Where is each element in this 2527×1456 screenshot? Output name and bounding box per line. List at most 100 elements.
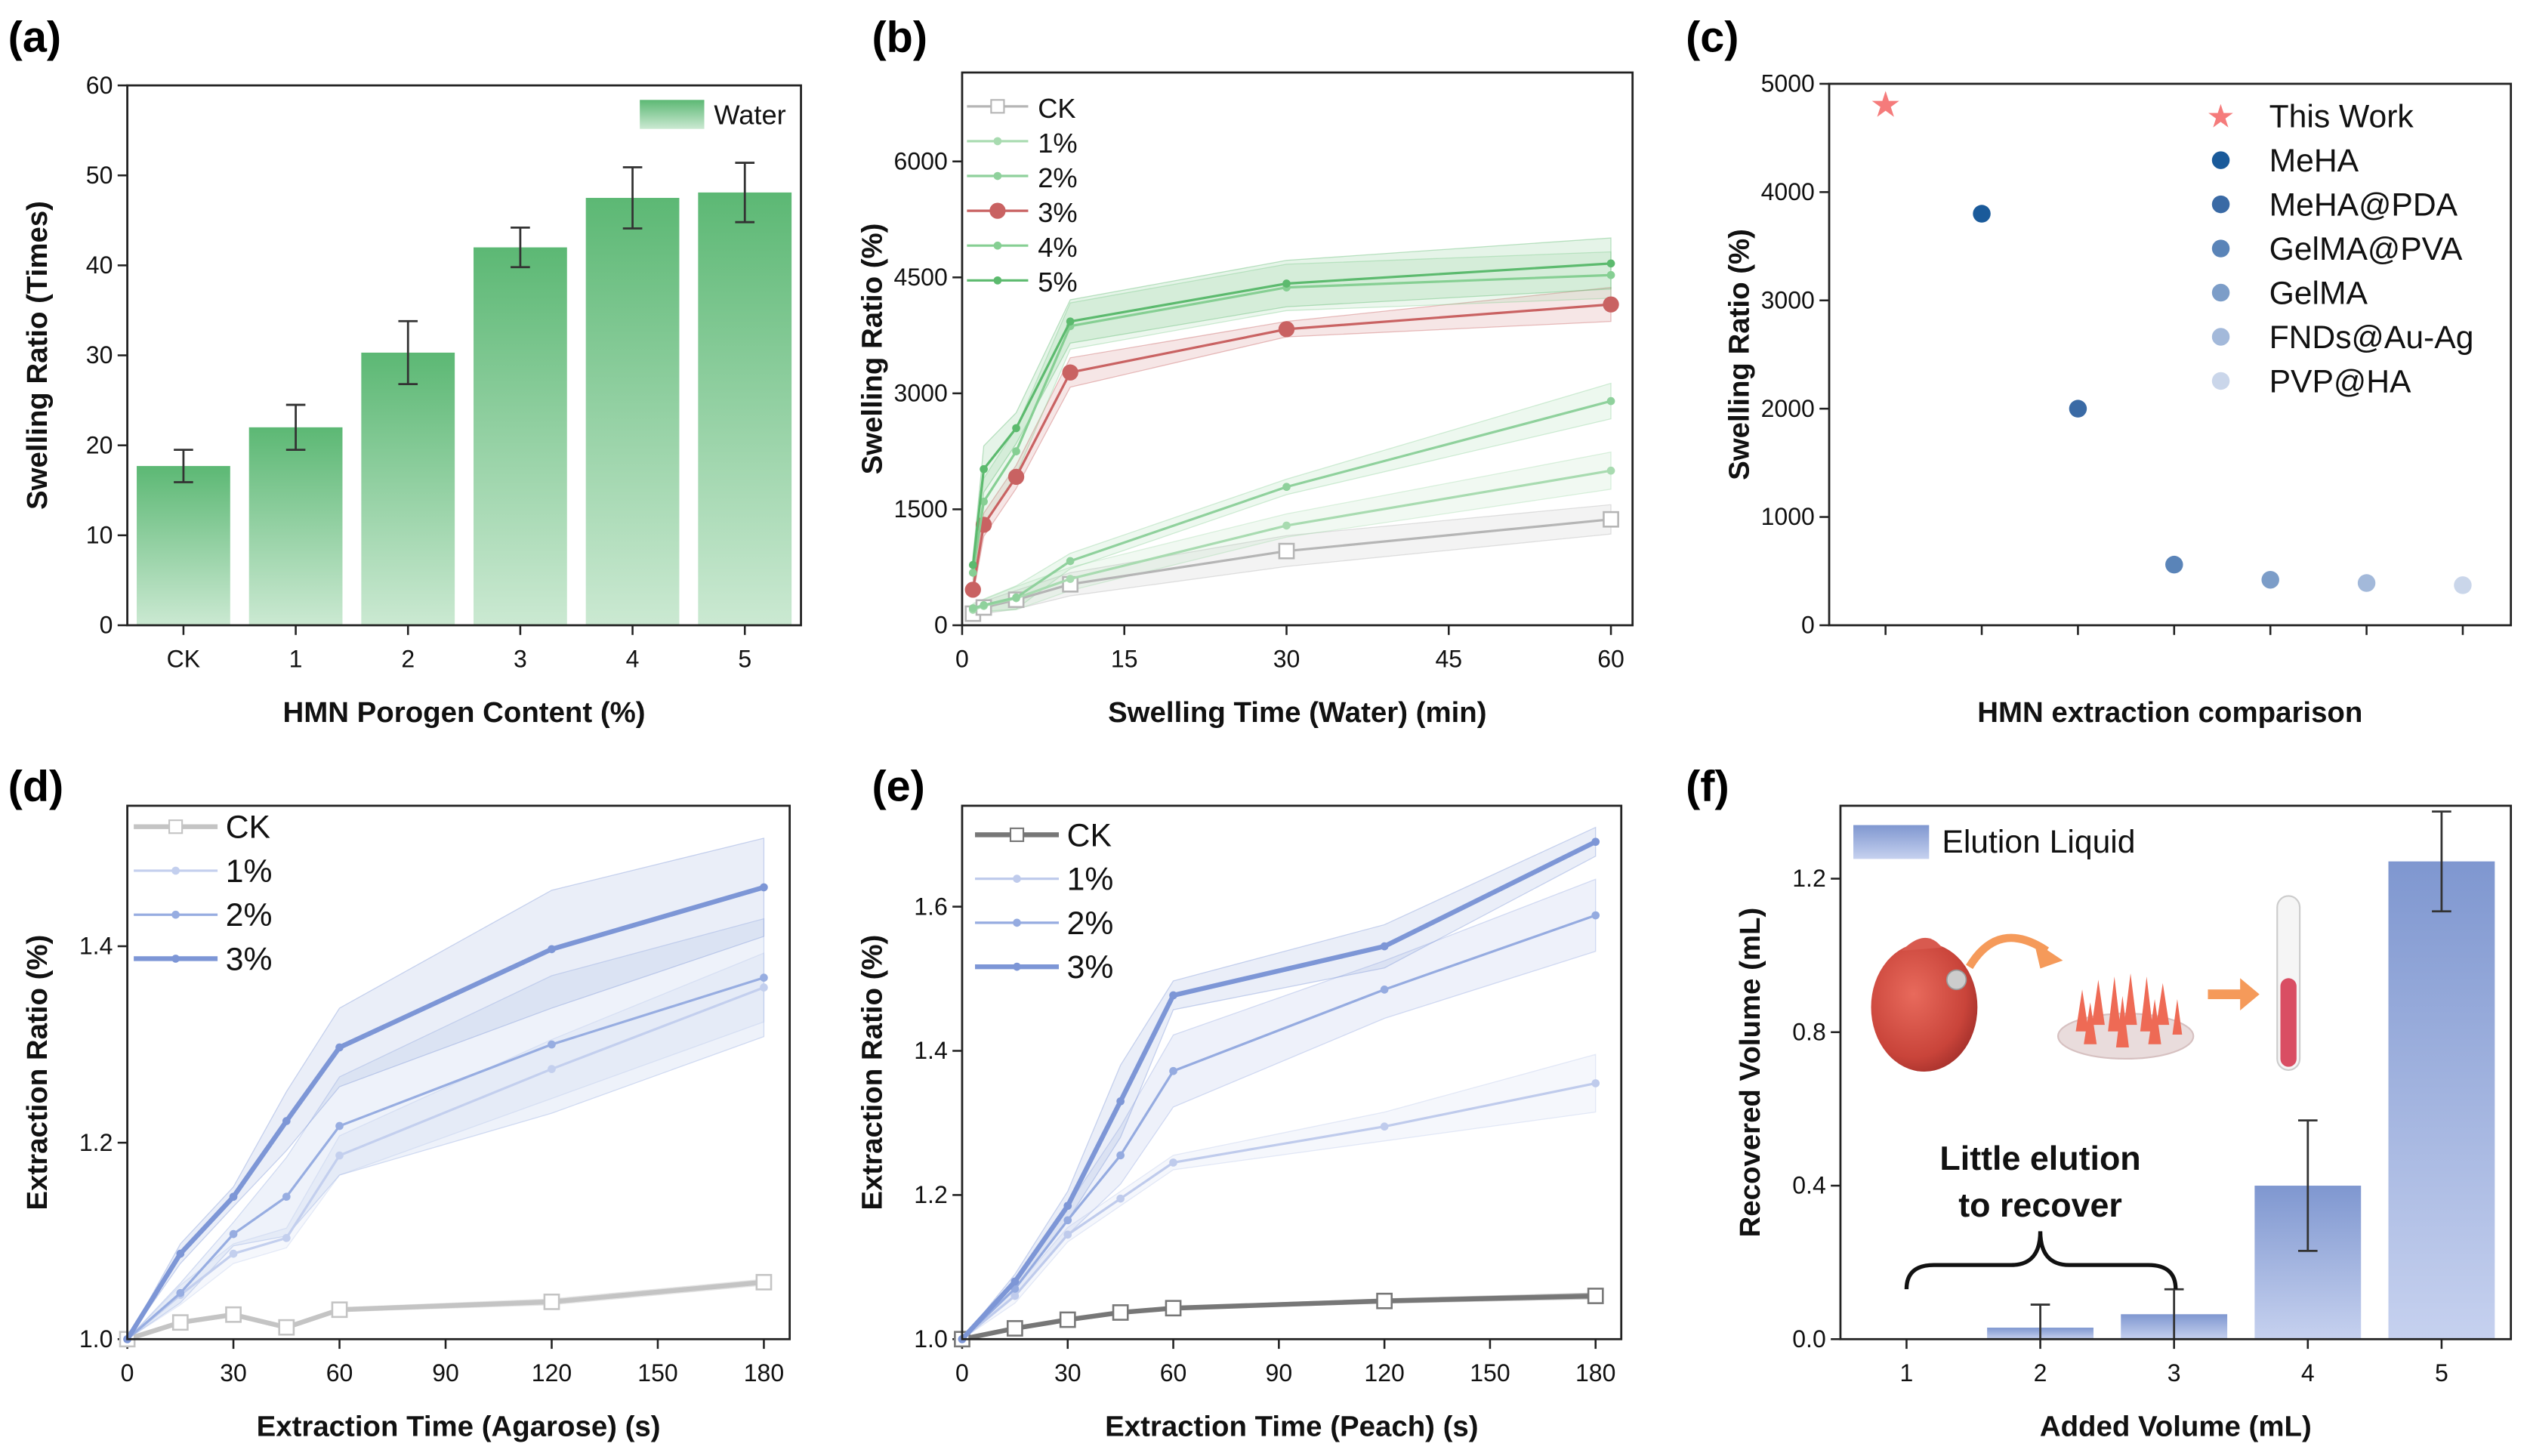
legend-marker <box>1013 875 1021 883</box>
scatter-point <box>2357 574 2376 592</box>
data-point <box>968 569 977 577</box>
y-tick-label: 0 <box>1801 612 1815 639</box>
bar <box>137 466 230 625</box>
legend-marker <box>2211 239 2230 258</box>
data-point <box>968 560 977 569</box>
data-point <box>548 1065 556 1073</box>
legend-marker <box>989 202 1006 219</box>
data-point <box>1012 593 1020 602</box>
legend-marker <box>990 99 1005 114</box>
data-point <box>1606 396 1615 406</box>
data-point <box>176 1249 185 1258</box>
plot-frame <box>1839 804 2513 1340</box>
y-axis-label: Extraction Ratio (%) <box>856 935 888 1211</box>
data-point <box>1116 1194 1125 1203</box>
y-tick-label: 0.4 <box>1792 1172 1825 1199</box>
y-tick-label: 1.2 <box>1792 865 1825 892</box>
data-point <box>1062 364 1078 381</box>
x-tick-label: 150 <box>637 1359 677 1387</box>
data-point <box>964 581 981 598</box>
data-point <box>1066 557 1075 566</box>
x-tick-label: 0 <box>121 1359 134 1387</box>
series-line <box>971 303 1612 591</box>
legend-swatch-elution <box>1853 825 1930 859</box>
data-point <box>1591 838 1600 847</box>
x-tick-label: 0 <box>955 645 969 672</box>
straight-arrow-head-icon <box>2240 978 2260 1010</box>
legend-label: 5% <box>1038 267 1077 298</box>
data-point <box>1282 279 1291 288</box>
plot-frame <box>961 71 1634 627</box>
legend-label: MeHA@PDA <box>2269 187 2458 224</box>
legend-marker <box>168 819 184 834</box>
x-tick-label: 30 <box>220 1359 247 1387</box>
patch-on-peach <box>1945 969 1967 991</box>
data-point <box>229 1192 238 1202</box>
x-tick-label: 60 <box>1160 1359 1187 1387</box>
x-tick-label: 3 <box>2168 1359 2181 1387</box>
legend-label: CK <box>1067 817 1112 853</box>
legend-marker <box>2211 372 2230 390</box>
y-tick-label: 1.4 <box>914 1037 947 1064</box>
data-point <box>980 464 988 474</box>
x-tick-label: 2 <box>2034 1359 2047 1387</box>
y-tick-label: 10 <box>86 521 113 548</box>
x-tick-label: 60 <box>326 1359 353 1387</box>
legend-label: GelMA@PVA <box>2269 231 2463 267</box>
x-axis-label: HMN extraction comparison <box>1977 696 2362 729</box>
data-point <box>1606 259 1615 268</box>
data-point <box>1591 1079 1600 1087</box>
error-band <box>127 1279 765 1340</box>
y-tick-label: 1.4 <box>79 933 113 960</box>
x-tick-label: 45 <box>1435 645 1462 672</box>
data-point <box>1112 1304 1129 1321</box>
y-tick-label: 50 <box>86 162 113 189</box>
data-point <box>1380 942 1389 951</box>
data-point <box>543 1293 560 1310</box>
data-point <box>1007 468 1025 486</box>
x-axis-label: Extraction Time (Agarose) (s) <box>257 1410 661 1442</box>
scatter-point <box>1973 205 1991 223</box>
x-tick-label: 90 <box>432 1359 459 1387</box>
data-point <box>335 1043 344 1052</box>
y-tick-label: 1.0 <box>914 1325 947 1353</box>
legend-marker <box>1013 962 1021 971</box>
straight-arrow-icon <box>2208 989 2244 1000</box>
data-point <box>1278 542 1295 560</box>
microneedle-cones <box>2075 973 2183 1048</box>
y-tick-label: 1000 <box>1761 503 1815 530</box>
legend-label: GelMA <box>2269 275 2368 311</box>
y-tick-label: 3000 <box>894 380 948 407</box>
y-tick-label: 0.8 <box>1792 1018 1825 1045</box>
plot-frame <box>1828 82 2513 627</box>
data-point <box>1066 317 1075 325</box>
x-tick-label: 15 <box>1111 645 1138 672</box>
y-tick-label: 1.2 <box>914 1181 947 1208</box>
series-line <box>126 1279 764 1342</box>
legend-marker <box>2211 195 2230 214</box>
x-axis-label: Extraction Time (Peach) (s) <box>1105 1410 1478 1442</box>
error-band <box>972 286 1612 597</box>
data-point <box>760 883 768 892</box>
legend-label: MeHA <box>2269 143 2359 179</box>
y-axis-label: Swelling Ratio (Times) <box>21 201 54 510</box>
legend-label: PVP@HA <box>2269 363 2411 399</box>
data-point <box>171 1314 189 1331</box>
y-tick-label: 20 <box>86 431 113 458</box>
y-tick-label: 40 <box>86 251 113 279</box>
data-point <box>980 601 988 609</box>
y-axis-label: Swelling Ratio (%) <box>1723 229 1755 480</box>
data-point <box>1165 1300 1182 1317</box>
legend-label: 2% <box>1067 905 1114 942</box>
legend-swatch-water <box>640 100 705 129</box>
legend-marker <box>993 137 1002 146</box>
x-axis-label: Added Volume (mL) <box>2040 1410 2312 1442</box>
data-point <box>278 1319 295 1336</box>
legend-label: 3% <box>226 941 273 977</box>
annotation-text: Little elution <box>1939 1140 2140 1177</box>
series-line <box>971 273 1612 573</box>
legend-label: 3% <box>1038 197 1077 228</box>
y-axis-label: Recovered Volume (mL) <box>1734 908 1766 1238</box>
y-tick-label: 1500 <box>894 495 948 523</box>
